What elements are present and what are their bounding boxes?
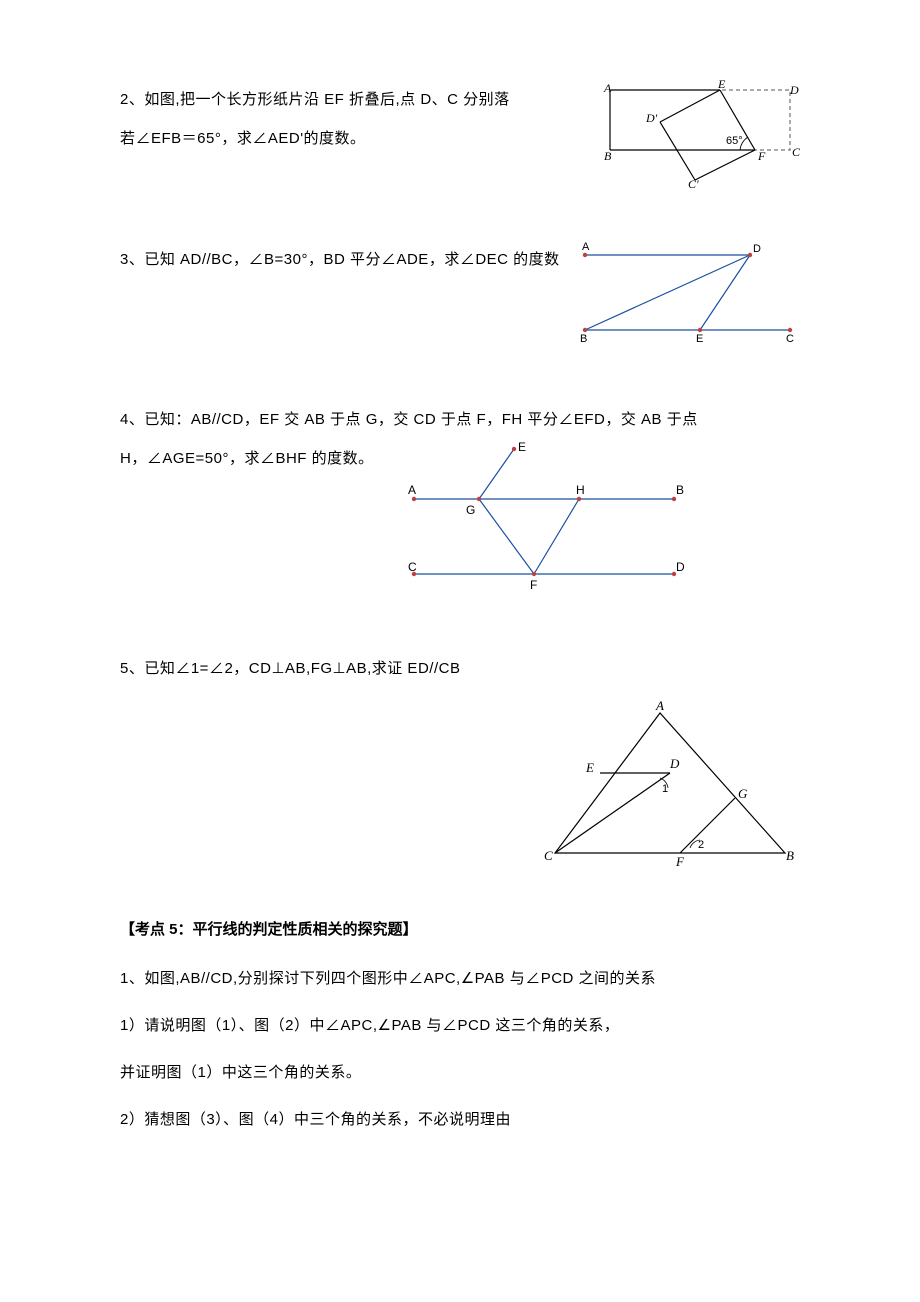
label-B: B [604,149,612,163]
problem-3-figure: A D B E C [570,240,800,350]
label4-H: H [576,483,585,497]
label3-B: B [580,333,587,345]
problem-2-figure: A B C D E F D' C' 65° [600,80,800,190]
label5-D: D [669,756,680,771]
page-container: A B C D E F D' C' 65° 2、如图,把一个长方形纸片沿 EF … [0,0,920,1207]
problem-4-line1: 4、已知：AB//CD，EF 交 AB 于点 G，交 CD 于点 F，FH 平分… [120,400,800,439]
label-Cp: C' [688,177,699,190]
label4-D: D [676,560,685,574]
label-C: C [792,145,800,159]
problem-4-line2: H，∠AGE=50°，求∠BHF 的度数。 [120,439,374,478]
parallel-diagram-4: A B C D E G H F [394,439,694,599]
label5-F: F [675,854,685,868]
label5-1: 1 [662,783,668,795]
label5-B: B [786,848,794,863]
label4-C: C [408,560,417,574]
label3-A: A [582,241,590,253]
parallel-diagram-3: A D B E C [570,240,800,350]
fold-diagram: A B C D E F D' C' 65° [600,80,800,190]
problem-4-figure: A B C D E G H F [394,439,694,599]
problem-3: A D B E C 3、已知 AD//BC，∠B=30°，BD 平分∠ADE，求… [120,240,800,350]
label4-F: F [530,578,537,592]
label-F: F [757,149,766,163]
section-5-header: 【考点 5：平行线的判定性质相关的探究题】 [120,918,800,939]
label4-A: A [408,483,416,497]
section5-q1: 1、如图,AB//CD,分别探讨下列四个图形中∠APC,∠PAB 与∠PCD 之… [120,959,800,998]
label4-B: B [676,483,684,497]
label-E: E [717,80,726,91]
label5-E: E [585,760,594,775]
label-Dp: D' [645,111,658,125]
triangle-diagram-5: A C B E D G F 1 2 [540,698,800,868]
section5-q1c: 2）猜想图（3）、图（4）中三个角的关系，不必说明理由 [120,1100,800,1139]
label3-C: C [786,333,794,345]
label5-2: 2 [698,839,704,851]
label-angle65: 65° [726,135,743,147]
section5-q1b: 并证明图（1）中这三个角的关系。 [120,1053,800,1092]
label5-G: G [738,786,748,801]
label3-E: E [696,333,703,345]
label4-G: G [466,503,475,517]
problem-5-text: 5、已知∠1=∠2，CD⊥AB,FG⊥AB,求证 ED//CB [120,649,800,688]
label-D: D [789,83,799,97]
label5-A: A [655,698,664,713]
problem-2: A B C D E F D' C' 65° 2、如图,把一个长方形纸片沿 EF … [120,80,800,190]
section5-q1a: 1）请说明图（1）、图（2）中∠APC,∠PAB 与∠PCD 这三个角的关系， [120,1006,800,1045]
label3-D: D [753,243,761,255]
problem-5: 5、已知∠1=∠2，CD⊥AB,FG⊥AB,求证 ED//CB A C B E [120,649,800,868]
label-A: A [603,81,612,95]
problem-5-figure: A C B E D G F 1 2 [120,698,800,868]
problem-4: 4、已知：AB//CD，EF 交 AB 于点 G，交 CD 于点 F，FH 平分… [120,400,800,599]
label5-C: C [544,848,553,863]
label4-E: E [518,440,526,454]
